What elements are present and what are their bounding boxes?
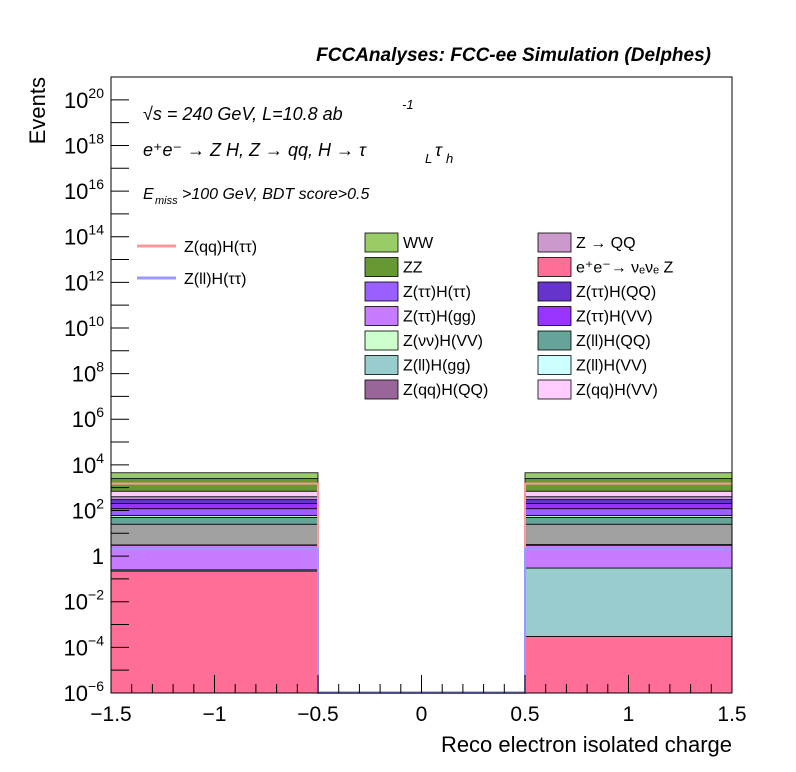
annotation-process-text: e⁺e⁻ → Z H, Z → qq, H → τ <box>143 140 367 160</box>
legend-swatch <box>537 281 572 302</box>
stack-bar-bin2-layer8 <box>524 503 733 510</box>
x-tick-label: −0.5 <box>297 703 338 726</box>
stack-bar-bin2-layer11 <box>524 490 733 498</box>
stack-bar-bin0-layer12 <box>110 478 319 492</box>
x-axis-ticks: −1.5 −1 −0.5 0 0.5 1 1.5 <box>90 675 747 726</box>
svg-text:e⁺e⁻ → Z H, Z → qq, H → τ: e⁺e⁻ → Z H, Z → qq, H → τ <box>143 140 367 160</box>
legend-swatch <box>537 355 572 375</box>
y-tick-label: 102 <box>72 495 104 523</box>
y-tick-label: 1016 <box>64 176 104 204</box>
svg-text:-1: -1 <box>402 97 414 112</box>
chart-title: FCCAnalyses: FCC-ee Simulation (Delphes) <box>316 45 711 66</box>
stack-bar-bin2-layer9 <box>524 499 733 505</box>
annotation-process-sub-l: L <box>425 151 432 166</box>
legend-label: ZZ <box>403 260 423 277</box>
legend-label: Z(ll)H(gg) <box>403 358 471 375</box>
y-tick-label: 1018 <box>64 130 104 158</box>
legend-label: Z(νν)H(VV) <box>403 333 483 350</box>
stack-bar-bin0-layer0 <box>110 570 319 694</box>
legend-label: Z(qq)H(QQ) <box>403 382 488 399</box>
x-tick-label: 1 <box>623 703 635 726</box>
legend-swatch <box>537 330 572 351</box>
annotation-energy: √s = 240 GeV, L=10.8 ab -1 <box>143 97 414 124</box>
legend-label: Z(ττ)H(QQ) <box>576 284 656 301</box>
y-tick-label: 10−6 <box>64 678 105 706</box>
svg-text:τ: τ <box>435 140 443 160</box>
legend-label: Z(ττ)H(VV) <box>576 309 653 326</box>
legend-label: Z(ll)H(VV) <box>576 358 647 375</box>
stack-bar-bin0-layer7 <box>110 508 319 516</box>
legend-label: Z(qq)H(VV) <box>576 382 658 399</box>
svg-text:√s = 240 GeV, L=10.8 ab: √s = 240 GeV, L=10.8 ab <box>143 104 343 124</box>
stack-bar-bin0-layer11 <box>110 490 319 498</box>
annotation-cut-sub: miss <box>155 195 178 207</box>
y-tick-label: 1012 <box>64 267 104 295</box>
legend-label: WW <box>403 235 434 252</box>
legend-signal-label: Z(ll)H(ττ) <box>184 271 246 288</box>
y-tick-label: 106 <box>72 404 104 432</box>
x-tick-label: 1.5 <box>717 703 746 726</box>
stack-bar-bin0-layer13 <box>110 472 319 479</box>
legend-label: Z → QQ <box>576 235 636 252</box>
stack-bar-bin2-layer5 <box>524 516 733 525</box>
legend-swatch <box>537 306 572 326</box>
legend-swatch <box>364 281 399 302</box>
stack-bar-bin0-layer5 <box>110 516 319 525</box>
y-tick-label: 1014 <box>64 222 104 250</box>
svg-text:E: E <box>143 186 154 203</box>
x-axis-label: Reco electron isolated charge <box>441 732 732 757</box>
stack-bar-bin2-layer7 <box>524 508 733 516</box>
svg-text:miss: miss <box>155 195 178 207</box>
stack-bar-bin2-layer4 <box>524 523 733 545</box>
y-tick-label: 10−2 <box>64 587 105 615</box>
stack-bar-bin2-layer1 <box>524 567 733 637</box>
x-tick-label: 0 <box>416 703 428 726</box>
legend-label: Z(ll)H(QQ) <box>576 333 651 350</box>
legend-label: Z(ττ)H(ττ) <box>403 284 471 301</box>
stack-bar-bin0-layer9 <box>110 499 319 505</box>
x-tick-label: −1 <box>203 703 227 726</box>
legend-swatch <box>364 355 399 375</box>
y-tick-label: 1 <box>92 544 104 569</box>
annotation-cut-e: E <box>143 186 154 203</box>
annotation-cut-rest: >100 GeV, BDT score>0.5 <box>182 186 369 203</box>
annotation-process: e⁺e⁻ → Z H, Z → qq, H → τ L τ h <box>143 140 453 166</box>
y-tick-label: 104 <box>72 450 104 478</box>
stack-bar-bin0-layer10 <box>110 496 319 500</box>
legend-swatch <box>364 379 399 400</box>
legend-label: e⁺e⁻→ νₑνₑ Z <box>576 260 673 277</box>
legend-signal-label: Z(qq)H(ττ) <box>184 239 257 256</box>
legend-swatch <box>364 232 399 253</box>
legend-swatch <box>537 257 572 277</box>
annotation-energy-text: √s = 240 GeV, L=10.8 ab <box>143 104 343 124</box>
x-tick-label: −1.5 <box>90 703 131 726</box>
legend-swatch <box>364 257 399 277</box>
y-axis-label: Events <box>25 77 50 144</box>
svg-text:h: h <box>446 151 453 166</box>
y-tick-label: 10−4 <box>64 632 105 660</box>
svg-text:L: L <box>425 151 432 166</box>
stack-bar-bin0-layer8 <box>110 503 319 510</box>
svg-text:>100 GeV, BDT score>0.5: >100 GeV, BDT score>0.5 <box>182 186 369 203</box>
legend-swatch <box>364 330 399 351</box>
legend-swatch <box>537 379 572 400</box>
legend: Z(qq)H(ττ) Z(ll)H(ττ) WW Z → QQ ZZ e⁺e⁻→ νₑνₑ… <box>137 232 673 400</box>
annotation-cuts: E miss >100 GeV, BDT score>0.5 <box>143 186 369 207</box>
y-tick-label: 1020 <box>64 85 104 113</box>
y-axis-ticks: 10−6 10−4 10−2 1 102 104 106 108 1010 1012 1014 101… <box>64 76 129 706</box>
stack-bar-bin2-layer12 <box>524 478 733 492</box>
y-tick-label: 1010 <box>64 313 104 341</box>
stack-bar-bin2-layer13 <box>524 472 733 479</box>
stack-bar-bin0-layer4 <box>110 523 319 546</box>
y-tick-label: 108 <box>72 359 104 387</box>
legend-label: Z(ττ)H(gg) <box>403 309 476 326</box>
x-tick-label: 0.5 <box>510 703 539 726</box>
annotation-energy-exponent: -1 <box>402 97 414 112</box>
legend-swatch <box>364 306 399 326</box>
annotation-process-tau-h: τ <box>435 140 443 160</box>
stack-bar-bin2-layer10 <box>524 496 733 500</box>
annotation-process-sub-h: h <box>446 151 453 166</box>
legend-swatch <box>537 232 572 253</box>
